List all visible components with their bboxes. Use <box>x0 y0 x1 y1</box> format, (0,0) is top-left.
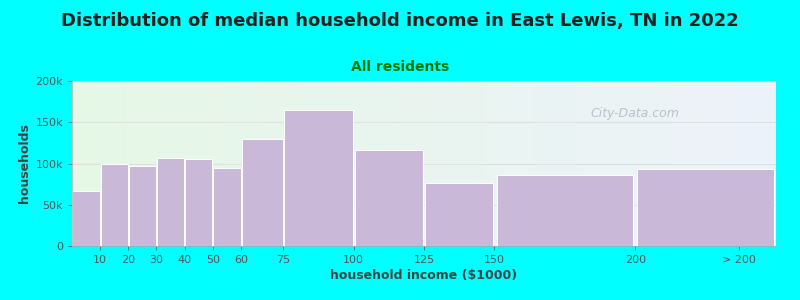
Bar <box>129 166 156 246</box>
Bar <box>638 169 774 246</box>
Bar <box>354 150 423 246</box>
Bar <box>73 191 100 246</box>
Bar <box>214 168 241 246</box>
Y-axis label: households: households <box>18 124 31 203</box>
Text: City-Data.com: City-Data.com <box>590 107 680 121</box>
Bar <box>242 139 282 246</box>
Text: All residents: All residents <box>351 60 449 74</box>
Bar <box>497 175 633 246</box>
Bar <box>185 159 212 246</box>
Text: Distribution of median household income in East Lewis, TN in 2022: Distribution of median household income … <box>61 12 739 30</box>
X-axis label: household income ($1000): household income ($1000) <box>330 269 518 282</box>
Bar <box>284 110 353 246</box>
Bar <box>101 164 128 246</box>
Bar <box>425 183 494 246</box>
Bar <box>157 158 184 246</box>
